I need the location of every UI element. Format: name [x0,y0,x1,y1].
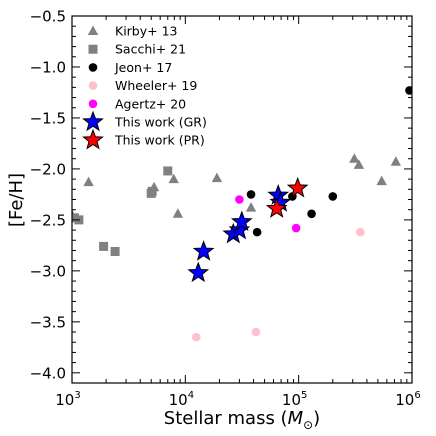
legend-marker [87,25,99,35]
data-point [245,202,257,212]
data-point [192,332,201,342]
legend-label: This work (PR) [114,133,205,148]
data-point [349,153,360,163]
data-point [235,195,244,204]
legend-marker [88,99,98,109]
y-tick-label: −3.0 [30,262,66,280]
legend-item: Wheeler+ 19 [88,78,197,93]
series-6 [265,176,309,218]
legend-label: Wheeler+ 19 [115,78,197,93]
data-point [147,186,157,196]
data-point [230,210,253,232]
data-point [291,223,301,233]
data-point [187,261,210,283]
data-point [265,197,288,218]
y-tick-label: −1.0 [30,58,66,76]
data-point [163,166,173,176]
series-4 [235,195,301,233]
y-tick-label: −1.5 [30,109,66,127]
data-point [405,86,412,95]
legend-item: Kirby+ 13 [87,24,178,39]
x-tick-label: 106 [395,390,420,409]
data-point [252,227,262,237]
legend-label: Sacchi+ 21 [115,42,186,57]
axis-ticks: 103 104 105 106 −0.5 −1.0 −1.5 −2.0 −2.5 −3.0 −3.5… [30,8,421,410]
y-axis-label: [Fe/H] [6,173,27,227]
series-5 [187,183,292,283]
data-point [99,241,109,251]
y-tick-label: −4.0 [30,364,66,382]
legend-marker [82,110,104,132]
data-point [356,227,365,237]
data-point [83,176,94,187]
x-tick-label: 105 [282,390,307,409]
y-tick-label: −2.0 [30,160,66,178]
data-point [192,240,215,261]
x-axis-label: Stellar mass (M⊙) [164,408,320,432]
data-point [307,209,316,219]
legend: Kirby+ 13 Sacchi+ 21 Jeon+ 17 Wheeler+ 19 Ag… [82,24,207,150]
data-point [390,156,402,166]
y-tick-label: −0.5 [30,8,66,26]
legend-label: Kirby+ 13 [115,24,178,39]
legend-marker [88,81,98,90]
x-tick-label: 104 [169,390,194,409]
data-point [251,327,261,337]
legend-item: This work (PR) [82,128,205,150]
series-3 [192,227,365,342]
legend-item: This work (GR) [82,110,207,132]
y-tick-label: −3.5 [30,313,66,331]
series-1 [72,166,173,256]
data-point [286,176,309,198]
legend-item: Agertz+ 20 [88,96,186,111]
legend-marker [88,44,98,54]
legend-label: Agertz+ 20 [115,96,186,111]
legend-label: Jeon+ 17 [114,60,172,75]
data-point [353,159,365,169]
data-points [72,86,412,342]
data-point [172,208,184,218]
legend-item: Jeon+ 17 [88,60,172,75]
legend-marker [88,63,98,72]
y-tick-label: −2.5 [30,211,66,229]
data-point [110,246,120,256]
data-point [376,175,387,186]
data-point [168,173,179,184]
legend-marker [82,128,104,150]
series-0 [72,153,402,219]
x-tick-label: 103 [55,390,80,409]
data-point [246,190,256,199]
data-point [328,192,338,201]
legend-label: This work (GR) [114,115,207,130]
data-point [211,172,223,183]
legend-item: Sacchi+ 21 [88,42,186,57]
